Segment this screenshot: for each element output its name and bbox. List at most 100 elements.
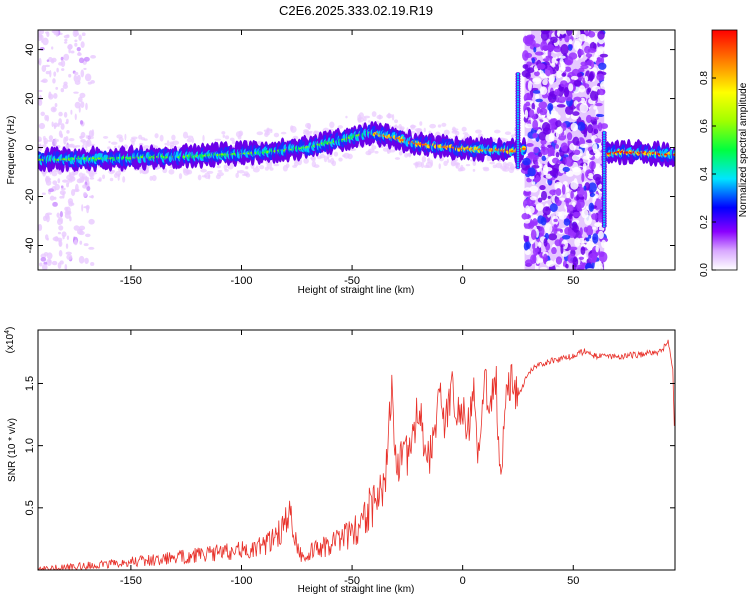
spectrogram-haze (149, 175, 153, 181)
spectrogram-noise-speckle (560, 244, 564, 255)
spectrogram-noise-speckle (531, 57, 536, 64)
spectrogram-haze (131, 140, 135, 146)
spectrogram-noise-speckle (592, 226, 597, 230)
spectrogram-noise-speckle (560, 80, 568, 88)
spectrogram-noise-speckle (572, 136, 580, 146)
spectrogram-x-tick-label: 0 (460, 275, 466, 287)
spectrogram-noise-speckle (540, 30, 550, 35)
spectrogram-y-ticks: -40 -20 0 20 40 (24, 43, 675, 253)
spectrogram-noise-speckle (545, 260, 555, 267)
spectrogram-noise-speckle (547, 103, 554, 112)
spectrogram-frame (37, 29, 676, 271)
spectrogram-noise-speckle (561, 234, 571, 240)
spectrogram-noise-speckle (550, 36, 558, 44)
spectrogram-noise-speckle (576, 199, 585, 209)
spectrogram-haze (109, 177, 114, 182)
colorbar-label: Normalized spectral amplitude (738, 82, 749, 217)
spectrogram-haze (166, 140, 170, 147)
spectrogram-haze (85, 148, 88, 152)
spectrogram-noise-speckle (564, 227, 573, 235)
spectrogram-noise-speckle (554, 88, 560, 96)
spectrogram-noise-speckle (566, 192, 571, 199)
spectrogram-noise-speckle (524, 187, 532, 192)
spectrogram-noise-speckle (568, 52, 578, 60)
spectrogram-haze (326, 153, 330, 159)
spectrogram-speckle (88, 130, 93, 138)
spectrogram-noise-speckle (558, 30, 567, 35)
spectrogram-haze (117, 174, 120, 181)
spectrogram-haze (371, 145, 377, 150)
spectrogram-noise-speckle (577, 48, 584, 56)
snr-y-tick-label: 1.5 (24, 376, 36, 391)
snr-x-tick-label: -100 (230, 575, 252, 587)
spectrogram-speckle (52, 78, 56, 84)
spectrogram-speckle (65, 243, 69, 249)
spectrogram-speckle (74, 71, 79, 76)
spectrogram-haze (371, 111, 377, 117)
spectrogram-speckle (58, 61, 63, 66)
spectrogram-haze (446, 159, 449, 164)
spectrogram-speckle (74, 39, 78, 43)
spectrogram-noise-speckle (549, 146, 555, 157)
spectrogram-haze (54, 138, 58, 146)
spectrogram-haze (115, 171, 122, 176)
spectrogram-noise-speckle (555, 211, 563, 217)
spectrogram-haze (191, 137, 195, 144)
spectrogram-speckle (66, 254, 73, 261)
spectrogram-noise-speckle (535, 254, 541, 265)
spectrogram-haze (450, 160, 456, 167)
spectrogram-haze (154, 133, 159, 139)
spectrogram-noise-speckle (576, 264, 585, 270)
spectrogram-speckle (73, 225, 80, 231)
spectrogram-speckle (61, 231, 67, 238)
colorbar-tick-label: 0.4 (699, 167, 710, 181)
spectrogram-haze (117, 145, 121, 149)
spectrogram-noise-speckle (557, 96, 566, 104)
spectrogram-speckle (63, 136, 67, 145)
spectrogram-noise-speckle (530, 254, 537, 265)
spectrogram-noise-speckle (530, 229, 537, 240)
spectrogram-haze (41, 170, 48, 174)
spectrogram-haze (256, 131, 264, 136)
spectrogram-haze (461, 126, 467, 132)
spectrogram-noise-speckle (529, 185, 539, 193)
spectrogram-speckle (48, 188, 55, 193)
spectrogram-speckle (78, 105, 81, 113)
spectrogram-haze (259, 165, 265, 170)
spectrogram-noise-speckle (571, 30, 581, 39)
snr-multiplier: (x104) (4, 327, 16, 354)
spectrogram-speckle (74, 42, 78, 47)
spectrogram-haze (331, 160, 337, 167)
spectrogram-haze (116, 134, 123, 139)
spectrogram-noise-speckle (577, 186, 585, 198)
spectrogram-haze (87, 136, 94, 140)
spectrogram-speckle (60, 123, 65, 130)
spectrogram-haze (423, 127, 426, 133)
spectrogram-haze (398, 150, 403, 156)
spectrogram-noise-speckle (534, 247, 540, 253)
spectrogram-haze (130, 138, 136, 143)
spectrogram-haze (238, 170, 245, 174)
spectrogram-haze (182, 131, 189, 139)
spectrogram-noise-speckle (555, 188, 562, 196)
spectrogram-speckle (38, 89, 43, 93)
spectrogram-haze (280, 131, 287, 135)
spectrogram-haze (451, 128, 459, 131)
spectrogram-haze (122, 176, 126, 183)
spectrogram-speckle (65, 118, 69, 124)
spectrogram-speckle (39, 262, 43, 267)
spectrogram-speckle (50, 59, 55, 64)
colorbar-ticks: 0.0 0.2 0.4 0.6 0.8 (699, 71, 716, 277)
spectrogram-noise-speckle (531, 181, 536, 185)
spectrogram-speckle (38, 99, 43, 106)
spectrogram-noise-speckle (567, 44, 573, 51)
spectrogram-haze (108, 140, 111, 144)
snr-x-ticks: -150 -100 -50 0 50 (120, 330, 579, 587)
spectrogram-speckle (88, 218, 95, 225)
spectrogram-noise-speckle (594, 195, 598, 199)
spectrogram-speckle (40, 80, 46, 83)
spectrogram-speckle (80, 120, 84, 125)
spectrogram-haze (509, 165, 516, 170)
spectrogram-haze (494, 129, 501, 134)
spectrogram-haze (455, 162, 460, 169)
